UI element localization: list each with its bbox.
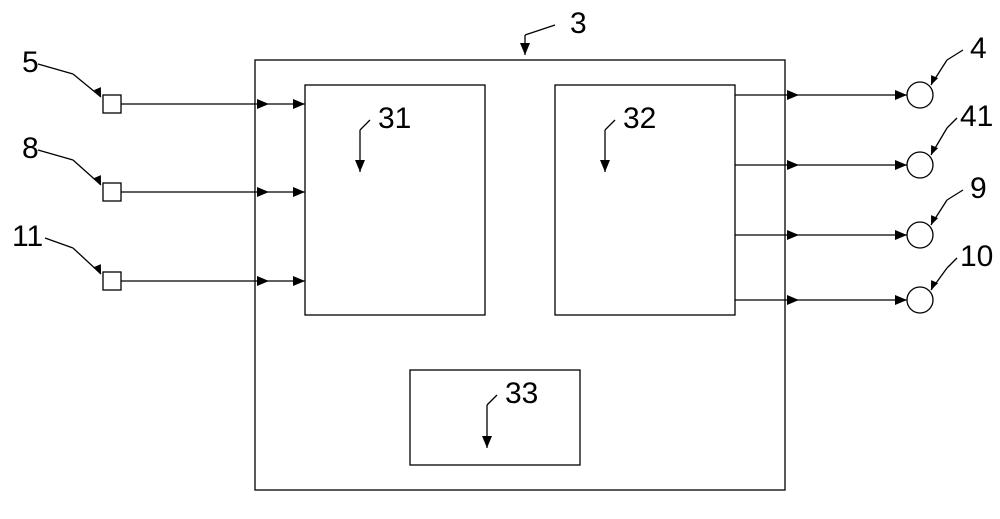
arrowhead (895, 160, 907, 170)
arrowhead (895, 90, 907, 100)
output-c10 (907, 287, 933, 313)
connector-line (947, 258, 957, 268)
output-c41 (907, 152, 933, 178)
input-sq11 (103, 272, 121, 290)
arrowhead (787, 160, 799, 170)
input-sq5 (103, 95, 121, 113)
connector-line (947, 190, 963, 200)
connector-line (360, 120, 370, 130)
connector-line (605, 120, 615, 130)
connector-line (73, 248, 101, 274)
arrowhead (787, 295, 799, 305)
label-32: 32 (623, 102, 656, 135)
connector-line (947, 118, 957, 128)
arrowhead (293, 276, 305, 286)
label-8: 8 (22, 132, 39, 165)
arrowhead (257, 187, 269, 197)
arrowhead (482, 436, 492, 448)
arrowhead (895, 230, 907, 240)
connector-line (73, 74, 101, 97)
arrowhead (293, 187, 305, 197)
connector-line (45, 238, 73, 248)
arrowhead (355, 160, 365, 172)
output-c4 (907, 82, 933, 108)
label-9: 9 (970, 172, 987, 205)
arrowhead (257, 99, 269, 109)
arrowhead (600, 160, 610, 172)
input-sq8 (103, 183, 121, 201)
label-4: 4 (970, 32, 987, 65)
connector-line (38, 64, 73, 74)
arrowhead (257, 276, 269, 286)
arrowhead (787, 90, 799, 100)
connector-line (487, 395, 497, 405)
label-11: 11 (12, 220, 43, 253)
label-3: 3 (570, 7, 587, 40)
label-31: 31 (378, 102, 411, 135)
output-c9 (907, 222, 933, 248)
label-5: 5 (22, 46, 39, 79)
label-33: 33 (505, 377, 538, 410)
connector-line (947, 50, 963, 60)
label-10: 10 (960, 240, 993, 273)
connector-line (38, 150, 73, 160)
block-33 (410, 370, 580, 465)
connector-line (525, 25, 555, 35)
label-41: 41 (960, 100, 993, 133)
arrowhead (931, 145, 938, 155)
main-block (255, 60, 785, 490)
arrowhead (787, 230, 799, 240)
arrowhead (293, 99, 305, 109)
arrowhead (895, 295, 907, 305)
arrowhead (520, 43, 530, 55)
connector-line (73, 160, 101, 185)
